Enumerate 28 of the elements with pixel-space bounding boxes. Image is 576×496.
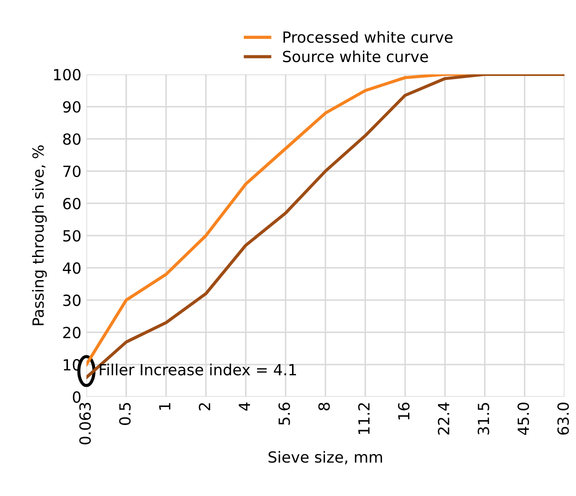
x-tick-label: 5.6 [278,402,290,425]
y-tick-label: 60 [63,198,81,210]
y-axis-title: Passing through sive, % [32,145,47,326]
y-tick-label: 20 [63,326,81,338]
x-tick-label: 2 [198,403,210,410]
y-tick-label: 70 [63,166,81,178]
x-tick-label: 11.2 [358,403,370,434]
y-tick-label: 100 [54,68,81,80]
x-tick-label: 1 [159,403,170,410]
y-tick-label: 30 [63,294,81,306]
y-tick-label: 80 [63,133,81,145]
y-tick-label: 40 [62,262,81,274]
x-axis-title: Sieve size, mm [268,450,382,464]
y-tick-label: 0 [72,391,81,403]
x-tick-label: 4 [238,402,250,411]
x-tick-label: 0.063 [79,402,91,444]
x-tick-label: 63.0 [557,402,569,435]
annotation: Filler Increase index = 4.1 [100,364,296,376]
x-tick-label: 22.4 [438,402,450,435]
legend-label: Processed white curve [283,31,453,43]
legend-label: Source white curve [282,50,428,62]
y-tick-label: 50 [63,230,81,242]
y-tick-label: 90 [63,101,81,113]
x-tick-label: 0.5 [119,402,131,425]
x-tick-label: 8 [318,402,330,410]
x-tick-label: 31.5 [478,402,490,435]
x-tick-label: 16 [398,402,410,420]
x-tick-label: 45.0 [518,402,530,435]
